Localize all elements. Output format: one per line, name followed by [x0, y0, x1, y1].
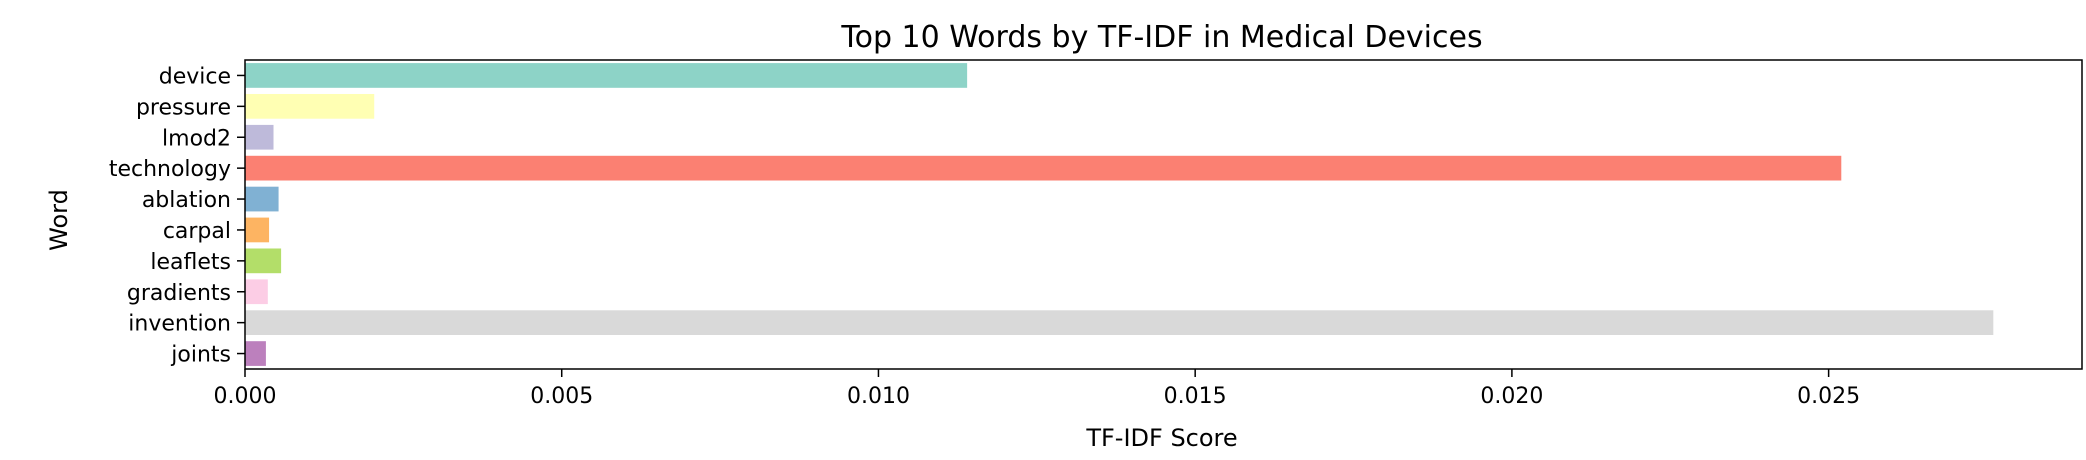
- bar-ablation: [245, 186, 279, 212]
- y-axis-ticks: device pressure lmod2 technology ablation car…: [109, 64, 245, 368]
- y-tick-label: invention: [128, 312, 231, 337]
- x-tick-label: 0.000: [214, 384, 277, 409]
- x-axis-ticks: 0.000 0.005 0.010 0.015 0.020 0.025: [214, 369, 1860, 409]
- x-tick-label: 0.025: [1797, 384, 1860, 409]
- bar-joints: [245, 341, 266, 366]
- y-tick-label: lmod2: [162, 126, 231, 151]
- y-tick-label: carpal: [163, 219, 231, 244]
- y-tick-label: technology: [109, 157, 231, 182]
- plot-frame: [244, 59, 2083, 370]
- bar-lmod2: [245, 124, 274, 150]
- x-tick-label: 0.015: [1164, 384, 1227, 409]
- x-tick-label: 0.005: [530, 384, 593, 409]
- bar-pressure: [245, 93, 375, 119]
- bar-gradients: [245, 279, 268, 305]
- y-tick-label: leaflets: [150, 250, 231, 275]
- x-axis-label: TF-IDF Score: [1085, 424, 1237, 452]
- bar-technology: [245, 155, 1842, 181]
- bar-leaflets: [245, 248, 282, 274]
- x-tick-label: 0.010: [847, 384, 910, 409]
- bar-device: [245, 63, 968, 88]
- y-tick-label: joints: [170, 343, 231, 368]
- chart-title: Top 10 Words by TF-IDF in Medical Device…: [840, 20, 1482, 55]
- bars-group: [245, 63, 1994, 366]
- y-tick-label: gradients: [127, 281, 231, 306]
- y-tick-label: device: [159, 64, 231, 89]
- y-axis-label: Word: [45, 189, 73, 251]
- y-tick-label: pressure: [136, 95, 231, 120]
- x-tick-label: 0.020: [1480, 384, 1543, 409]
- bar-carpal: [245, 217, 270, 243]
- y-tick-label: ablation: [142, 188, 231, 213]
- bar-invention: [245, 310, 1994, 336]
